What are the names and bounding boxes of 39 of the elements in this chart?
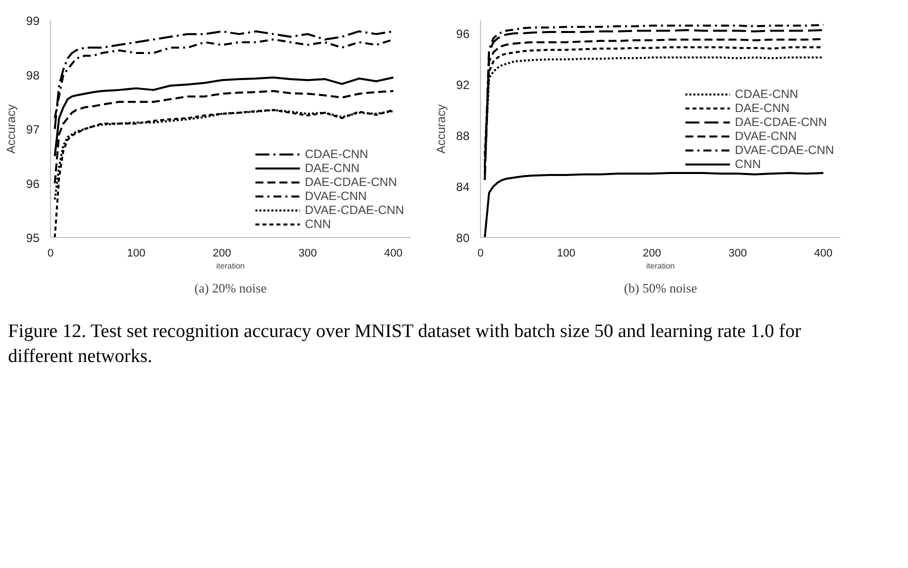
y-axis-title: Accuracy xyxy=(4,104,18,154)
legend-label: DVAE-CDAE-CNN xyxy=(734,142,834,156)
x-tick-label: 0 xyxy=(477,248,484,260)
legend-label: DAE-CDAE-CNN xyxy=(734,114,827,128)
legend-label: CNN xyxy=(734,156,761,170)
x-tick-label: 100 xyxy=(127,248,146,260)
legend-label: DVAE-CNN xyxy=(304,189,367,203)
y-tick-label: 80 xyxy=(456,231,470,245)
x-tick-label: 400 xyxy=(384,248,403,260)
x-tick-label: 100 xyxy=(557,248,576,260)
caption: Figure 12. Test set recognition accuracy over MNIST dataset with batch size 50 and learning rate 1.0 for different networks. xyxy=(8,320,802,369)
y-tick-label: 96 xyxy=(456,26,470,41)
legend-label: DVAE-CNN xyxy=(734,128,797,142)
legend-label: DAE-CNN xyxy=(734,100,790,114)
y-axis-title: Accuracy xyxy=(434,104,448,154)
text: (b) 50% noise xyxy=(624,280,698,296)
legend-label: CDAE-CNN xyxy=(734,86,798,100)
legend-label: DAE-CNN xyxy=(304,161,360,175)
y-tick-label: 97 xyxy=(26,122,40,136)
text: (a) 20% noise xyxy=(194,280,267,296)
x-tick-label: 200 xyxy=(212,248,232,260)
y-tick-label: 84 xyxy=(456,180,470,194)
y-tick-label: 92 xyxy=(456,78,470,92)
x-tick-label: 300 xyxy=(298,248,317,260)
x-tick-label: 200 xyxy=(642,248,662,260)
x-axis-title: iteration xyxy=(216,262,245,270)
y-tick-label: 96 xyxy=(26,176,40,191)
legend-label: CNN xyxy=(304,217,331,231)
legend-label: DVAE-CDAE-CNN xyxy=(304,203,404,217)
x-axis-title: iteration xyxy=(646,262,675,270)
legend-label: CDAE-CNN xyxy=(304,147,368,161)
x-tick-label: 300 xyxy=(728,248,747,260)
x-tick-label: 0 xyxy=(47,248,54,260)
y-tick-label: 99 xyxy=(26,14,40,28)
y-tick-label: 98 xyxy=(26,68,40,82)
legend-label: DAE-CDAE-CNN xyxy=(304,175,397,189)
x-tick-label: 400 xyxy=(814,248,833,260)
y-tick-label: 88 xyxy=(456,128,470,143)
y-tick-label: 95 xyxy=(26,231,40,245)
